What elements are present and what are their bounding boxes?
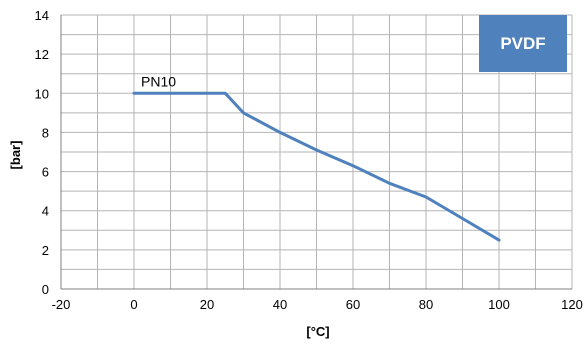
pvdf-badge: PVDF	[479, 15, 567, 72]
badge-background	[479, 15, 567, 72]
y-tick-label: 2	[42, 243, 49, 258]
x-tick-label: 40	[273, 297, 287, 312]
badge-label: PVDF	[500, 34, 545, 53]
x-tick-label: 100	[488, 297, 510, 312]
y-tick-label: 12	[35, 47, 49, 62]
y-tick-label: 0	[42, 282, 49, 297]
y-tick-label: 6	[42, 165, 49, 180]
series-layer: PN10	[132, 73, 501, 242]
x-tick-label: -20	[52, 297, 71, 312]
series-line-pn10	[132, 91, 501, 242]
y-tick-label: 10	[35, 86, 49, 101]
x-axis-title: [°C]	[306, 324, 329, 339]
x-tick-label: 20	[200, 297, 214, 312]
x-tick-label: 120	[561, 297, 583, 312]
y-axis-title: [bar]	[8, 141, 23, 170]
y-tick-label: 14	[35, 8, 49, 23]
y-tick-label: 8	[42, 125, 49, 140]
axis-layer	[60, 15, 572, 290]
x-tick-label: 80	[419, 297, 433, 312]
x-tick-label: 0	[130, 297, 137, 312]
series-label: PN10	[141, 73, 176, 89]
x-tick-label: 60	[346, 297, 360, 312]
y-tick-label: 4	[42, 204, 49, 219]
